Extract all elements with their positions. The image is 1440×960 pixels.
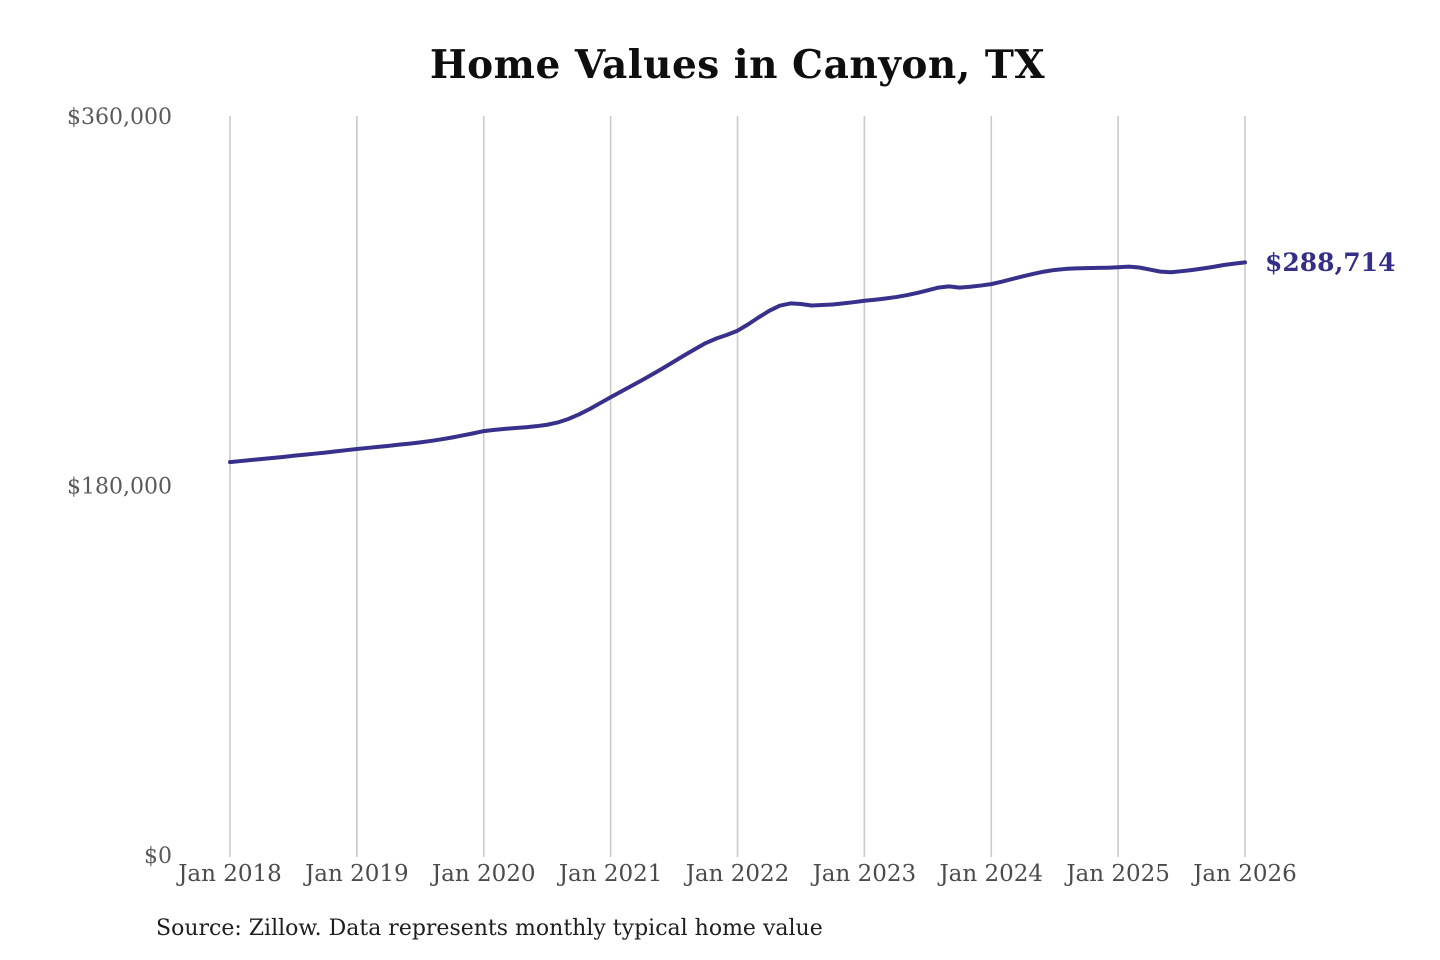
x-tick-label: Jan 2019 — [303, 861, 409, 887]
gridlines-group — [229, 116, 1246, 857]
x-tick-label: Jan 2024 — [937, 861, 1043, 887]
source-note: Source: Zillow. Data represents monthly … — [156, 916, 823, 941]
x-tick-label: Jan 2023 — [811, 861, 917, 887]
x-tick-label: Jan 2026 — [1191, 861, 1297, 887]
x-tick-label: Jan 2018 — [176, 861, 282, 887]
x-tick-label: Jan 2022 — [684, 861, 790, 887]
x-tick-label: Jan 2020 — [430, 861, 536, 887]
x-tick-labels-group: Jan 2018 Jan 2019 Jan 2020 Jan 2021 Jan 2022… — [176, 861, 1297, 887]
y-tick-label: $0 — [144, 844, 172, 869]
y-tick-label: $360,000 — [67, 105, 172, 130]
final-value-label: $288,714 — [1265, 248, 1396, 277]
y-tick-label: $180,000 — [67, 475, 172, 500]
x-tick-label: Jan 2021 — [557, 861, 663, 887]
chart-title: Home Values in Canyon, TX — [429, 42, 1046, 88]
y-tick-labels-group: $0 $180,000 $360,000 — [67, 105, 172, 869]
x-tick-label: Jan 2025 — [1064, 861, 1170, 887]
home-value-series-line — [228, 260, 1247, 465]
